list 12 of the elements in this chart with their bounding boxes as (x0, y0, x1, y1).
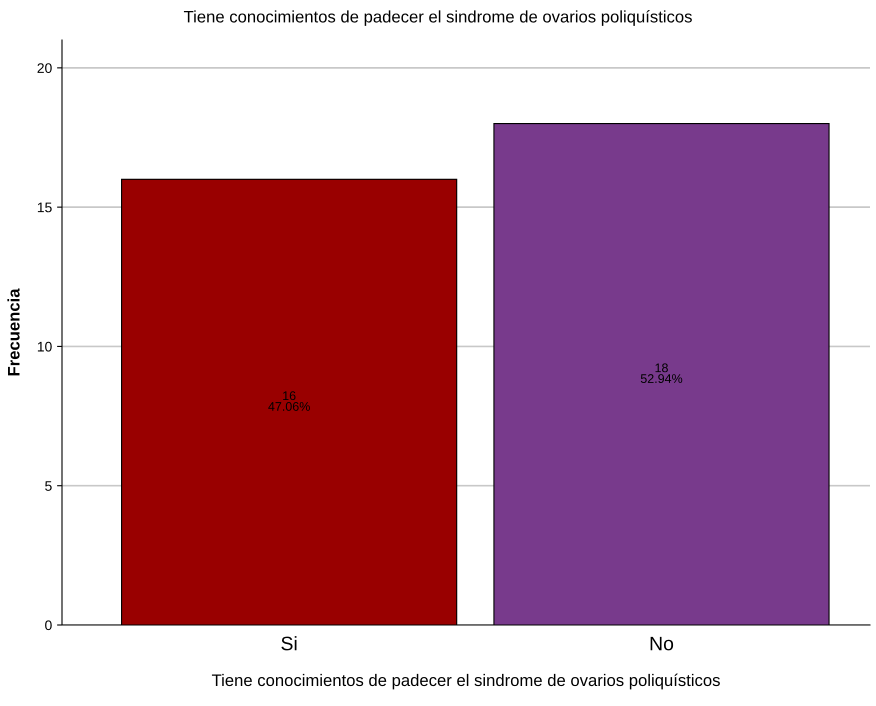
chart-title: Tiene conocimientos de padecer el sindrome de ovarios poliquísticos (184, 10, 692, 26)
x-tick-label: Si (281, 636, 296, 650)
data-label: 16 47.06% (268, 391, 310, 411)
data-label: 18 52.94% (640, 363, 682, 384)
y-axis-title: Frecuencia (7, 288, 20, 376)
y-tick-label: 0 (45, 620, 52, 630)
y-tick-label: 20 (38, 63, 52, 74)
y-tick-label: 5 (45, 481, 52, 491)
x-axis-title: Tiene conocimientos de padecer el sindrome de ovarios poliquísticos (212, 674, 720, 690)
y-tick-label: 15 (38, 202, 52, 212)
x-tick-label: No (650, 636, 674, 650)
y-tick-label: 10 (38, 342, 52, 352)
